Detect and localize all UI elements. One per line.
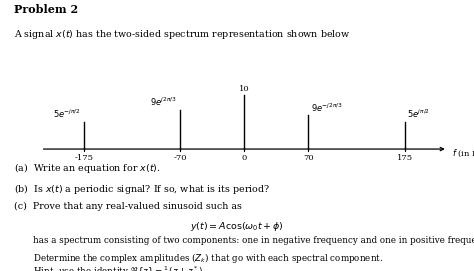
Text: (b)  Is $x(t)$ a periodic signal? If so, what is its period?: (b) Is $x(t)$ a periodic signal? If so, … [14, 182, 270, 196]
Text: $5e^{j\pi/2}$: $5e^{j\pi/2}$ [407, 108, 430, 120]
Text: (a)  Write an equation for $x(t)$.: (a) Write an equation for $x(t)$. [14, 161, 161, 175]
Text: $y(t) = A\cos(\omega_0 t + \phi)$: $y(t) = A\cos(\omega_0 t + \phi)$ [190, 220, 284, 233]
Text: -175: -175 [74, 154, 93, 162]
Text: -70: -70 [173, 154, 187, 162]
Text: $f$ (in Hz): $f$ (in Hz) [452, 147, 474, 159]
Text: 10: 10 [239, 85, 249, 93]
Text: $9e^{-j2\pi/3}$: $9e^{-j2\pi/3}$ [311, 101, 343, 114]
Text: Hint  use the identity $\Re\{z\} = \frac{1}{2}(z + z^*)$: Hint use the identity $\Re\{z\} = \frac{… [33, 264, 203, 271]
Text: Determine the complex amplitudes ($Z_k$) that go with each spectral component.: Determine the complex amplitudes ($Z_k$)… [33, 251, 383, 265]
Text: $5e^{-j\pi/2}$: $5e^{-j\pi/2}$ [53, 108, 81, 120]
Text: 0: 0 [242, 154, 247, 162]
Text: $9e^{j2\pi/3}$: $9e^{j2\pi/3}$ [150, 96, 177, 108]
Text: 70: 70 [303, 154, 314, 162]
Text: A signal $x(t)$ has the two-sided spectrum representation shown below: A signal $x(t)$ has the two-sided spectr… [14, 28, 351, 41]
Text: Problem 2: Problem 2 [14, 4, 78, 15]
Text: has a spectrum consisting of two components: one in negative frequency and one i: has a spectrum consisting of two compone… [33, 236, 474, 245]
Text: 175: 175 [397, 154, 413, 162]
Text: (c)  Prove that any real-valued sinusoid such as: (c) Prove that any real-valued sinusoid … [14, 202, 242, 211]
